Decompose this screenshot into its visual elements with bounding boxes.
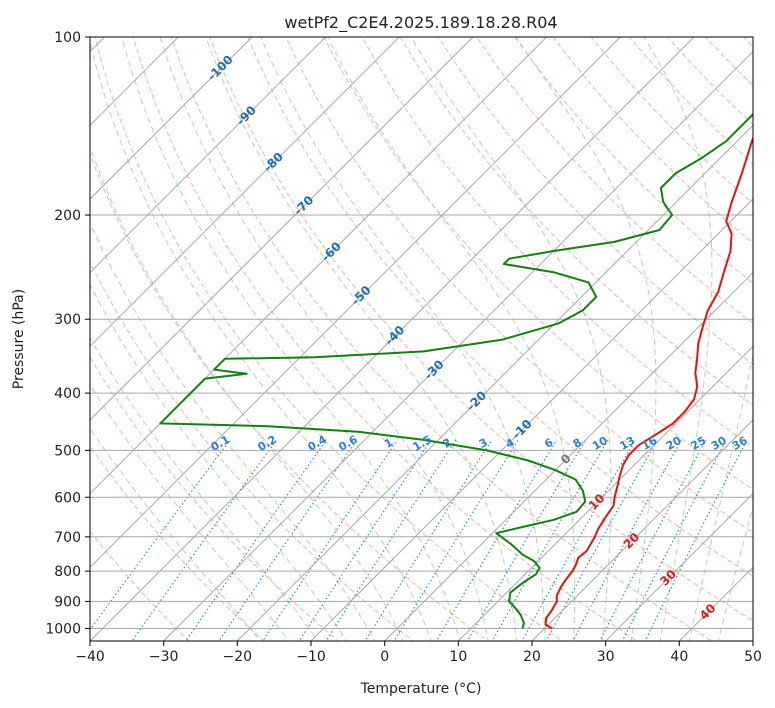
isotherm-line bbox=[90, 37, 474, 421]
moist-adiabat-line bbox=[643, 37, 713, 641]
isotherm-line bbox=[604, 492, 753, 641]
y-tick-label: 800 bbox=[54, 564, 81, 580]
isotherm-line bbox=[236, 124, 753, 641]
x-tick-label: 50 bbox=[744, 649, 762, 665]
mixing-ratio-line bbox=[131, 439, 278, 641]
moist-adiabat-line bbox=[410, 37, 612, 641]
plot-area bbox=[90, 37, 753, 641]
isotherm-line bbox=[90, 37, 327, 274]
isotherm-line bbox=[90, 37, 695, 641]
moist-adiabat-line bbox=[90, 383, 290, 641]
moist-adiabat-line bbox=[90, 283, 347, 641]
moist-adiabat-line bbox=[717, 504, 753, 641]
y-tick-label: 200 bbox=[54, 208, 81, 224]
moist-adiabat-line bbox=[90, 39, 432, 641]
x-tick-label: 0 bbox=[380, 649, 389, 665]
pressure-gridlines bbox=[90, 37, 753, 629]
mixing-ratio-line bbox=[572, 439, 682, 641]
isotherm-line bbox=[383, 271, 753, 641]
mixing-ratio-line bbox=[466, 439, 586, 641]
x-tick-label: 10 bbox=[449, 649, 467, 665]
mixing-ratio-line bbox=[90, 439, 231, 631]
mixing-ratio-line bbox=[491, 439, 609, 641]
mixing-ratio-line bbox=[364, 439, 493, 641]
dewpoint-profile-line bbox=[159, 112, 753, 629]
isotherm-line bbox=[162, 50, 753, 641]
moist-adiabat-line bbox=[260, 37, 546, 641]
moist-adiabat-line bbox=[327, 37, 576, 641]
moist-adiabat-line bbox=[90, 427, 261, 641]
y-tick-label: 500 bbox=[54, 443, 81, 459]
x-tick-label: −10 bbox=[296, 649, 326, 665]
moist-adiabat-line bbox=[688, 352, 753, 641]
moist-adiabat-line bbox=[121, 37, 461, 641]
dry-adiabat-line bbox=[170, 37, 713, 641]
dry-adiabat-line bbox=[437, 37, 753, 365]
isotherm-line bbox=[90, 37, 401, 348]
mixing-ratio-line bbox=[644, 439, 748, 641]
isotherm-line bbox=[90, 37, 253, 200]
moist-adiabat-line bbox=[159, 37, 489, 641]
mixing-ratio-line bbox=[545, 439, 658, 641]
moist-adiabats bbox=[90, 37, 753, 641]
y-tick-label: 100 bbox=[54, 30, 81, 46]
mixing-ratio-line bbox=[435, 439, 558, 641]
moist-adiabat-line bbox=[90, 221, 376, 641]
isotherms bbox=[90, 37, 753, 641]
x-tick-label: 20 bbox=[523, 649, 541, 665]
chart-title: wetPf2_C2E4.2025.189.18.28.R04 bbox=[284, 13, 557, 33]
mixing-ratio-line bbox=[325, 439, 457, 641]
isotherm-line bbox=[531, 419, 753, 641]
y-tick-label: 900 bbox=[54, 594, 81, 610]
mixing-ratio-line bbox=[298, 439, 432, 641]
moist-adiabat-line bbox=[90, 336, 319, 641]
dry-adiabat-line bbox=[90, 530, 190, 641]
x-axis-label: Temperature (°C) bbox=[360, 681, 482, 697]
isotherm-line bbox=[310, 198, 753, 641]
x-tick-label: −30 bbox=[149, 649, 179, 665]
temperature-profile-line bbox=[544, 135, 753, 630]
isotherm-line bbox=[457, 345, 753, 641]
y-tick-label: 400 bbox=[54, 386, 81, 402]
x-tick-label: 30 bbox=[597, 649, 615, 665]
mixing-ratio-lines bbox=[90, 439, 748, 641]
x-tick-label: −20 bbox=[223, 649, 253, 665]
y-tick-label: 300 bbox=[54, 312, 81, 328]
plot-frame bbox=[89, 36, 754, 642]
profiles bbox=[159, 112, 753, 630]
y-tick-label: 1000 bbox=[45, 621, 81, 637]
mixing-ratio-line bbox=[521, 439, 636, 641]
x-tick-label: −40 bbox=[75, 649, 105, 665]
y-tick-label: 600 bbox=[54, 490, 81, 506]
dry-adiabat-line bbox=[399, 37, 753, 407]
isotherm-line bbox=[90, 37, 548, 495]
dry-adiabat-line bbox=[323, 37, 753, 491]
isotherm-line bbox=[90, 37, 622, 569]
mixing-ratio-line bbox=[599, 439, 707, 641]
y-tick-label: 700 bbox=[54, 530, 81, 546]
y-axis: 100 200 300 400 500 600 700 800 900 1000 bbox=[45, 30, 90, 637]
mixing-ratio-line bbox=[621, 439, 727, 641]
x-tick-label: 40 bbox=[670, 649, 688, 665]
x-axis: −40 −30 −20 −10 0 10 20 30 40 50 bbox=[75, 641, 762, 665]
moist-adiabat-line bbox=[205, 37, 517, 641]
mixing-ratio-line bbox=[218, 439, 358, 641]
y-axis-label: Pressure (hPa) bbox=[11, 289, 27, 389]
